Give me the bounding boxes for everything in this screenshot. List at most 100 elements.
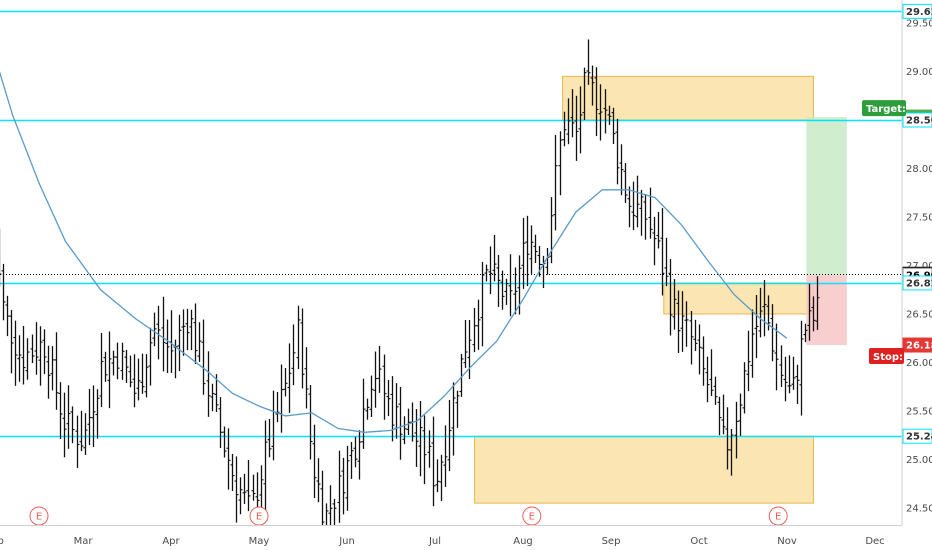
ohlc-bar (418, 401, 423, 477)
ohlc-bar (21, 325, 26, 385)
ohlc-bar (746, 330, 751, 392)
ohlc-bar (459, 353, 464, 397)
ohlc-bar (476, 299, 481, 350)
ohlc-bar (779, 345, 784, 387)
ohlc-bar (615, 118, 620, 185)
y-tick-label: 28.00 (906, 164, 932, 175)
ohlc-bar (652, 216, 657, 266)
ohlc-bar (508, 254, 513, 317)
ohlc-bar (230, 453, 235, 492)
ohlc-bar (259, 465, 264, 509)
ohlc-bar (725, 407, 730, 470)
ohlc-bar (513, 267, 518, 315)
ohlc-bar (660, 208, 665, 296)
target-tag: Target: (862, 100, 906, 117)
x-tick-label: Oct (690, 536, 707, 547)
ohlc-bar (30, 334, 35, 363)
ohlc-bar (496, 254, 501, 307)
ohlc-bar (750, 309, 755, 378)
ohlc-bar (357, 430, 362, 480)
ohlc-bar (439, 454, 444, 501)
ohlc-bar (529, 225, 534, 274)
ohlc-bar (472, 308, 477, 352)
ohlc-bar (611, 107, 616, 144)
ohlc-bar (558, 131, 563, 196)
ohlc-bar (447, 399, 452, 472)
ohlc-bar (525, 215, 530, 287)
ohlc-bar (185, 308, 190, 351)
ohlc-bar (349, 441, 354, 479)
target-area (806, 117, 847, 276)
ohlc-bar (283, 368, 288, 397)
ohlc-bar (656, 211, 661, 249)
ohlc-bar (66, 385, 71, 449)
ohlc-bar (95, 389, 100, 439)
price-tag-label: 25.24 (906, 432, 932, 443)
ohlc-bar (353, 436, 358, 468)
ohlc-bar (619, 144, 624, 196)
ohlc-bar (25, 338, 30, 380)
ohlc-bar (689, 311, 694, 365)
ohlc-bar (296, 305, 301, 370)
ohlc-bar (120, 342, 125, 380)
y-tick-label: 24.50 (906, 504, 932, 515)
ohlc-bar (643, 194, 648, 240)
ohlc-bar (488, 246, 493, 295)
ohlc-bar (705, 356, 710, 403)
ohlc-bar (807, 283, 812, 341)
ohlc-bar (533, 234, 538, 264)
ohlc-bar (467, 319, 472, 379)
ohlc-bar (373, 351, 378, 408)
ohlc-bar (251, 474, 256, 501)
ohlc-bar (693, 319, 698, 351)
y-tick-label: 26.50 (906, 310, 932, 321)
x-tick-label: Feb (0, 536, 4, 547)
price-tag: 29.62 (902, 3, 932, 19)
ohlc-bar (803, 323, 808, 343)
ohlc-bar (463, 320, 468, 368)
ohlc-bar (729, 428, 734, 476)
price-tag: 26.82 (902, 275, 932, 291)
ohlc-bar (54, 332, 59, 410)
ohlc-bar (815, 276, 820, 330)
zones-layer (474, 75, 814, 504)
ohlc-bar (361, 378, 366, 449)
ohlc-bar (291, 324, 296, 386)
ohlc-bar (304, 347, 309, 409)
moving-average-line (0, 71, 788, 433)
price-tag-label: 26.82 (906, 278, 932, 289)
ohlc-bar (365, 398, 370, 420)
ohlc-bar (369, 375, 374, 417)
ohlc-bar (598, 84, 603, 141)
ohlc-bar (701, 336, 706, 386)
ohlc-bar (50, 346, 55, 391)
ohlc-bar (189, 309, 194, 351)
position-layer (806, 117, 847, 346)
stop-label: Stop: (873, 352, 903, 363)
ohlc-bar (754, 294, 759, 359)
ohlc-bar (214, 374, 219, 412)
ohlc-bar (406, 408, 411, 436)
ohlc-bar (75, 415, 80, 468)
x-tick-label: Aug (513, 536, 533, 547)
y-tick-label: 26.00 (906, 358, 932, 369)
ohlc-bar (594, 67, 599, 137)
x-tick-label: Apr (162, 536, 180, 547)
ohlc-bar (734, 401, 739, 459)
ohlc-bar (787, 355, 792, 394)
ohlc-bar (742, 362, 747, 414)
ohlc-bar (672, 279, 677, 330)
ohlc-bar (128, 355, 133, 388)
ohlc-bar (136, 358, 141, 401)
time-axis[interactable]: Feb Mar Apr May Jun Jul Aug Sep Oct Nov Dec (0, 525, 932, 550)
ohlc-bar (1, 263, 6, 321)
ohlc-bar (161, 296, 166, 372)
ohlc-bar (570, 89, 575, 138)
ohlc-bar (713, 376, 718, 405)
moving-average-layer (0, 71, 788, 433)
ohlc-bar (152, 312, 157, 347)
ohlc-bar (431, 416, 436, 507)
ohlc-bar (287, 343, 292, 413)
ohlc-bar (177, 314, 182, 372)
